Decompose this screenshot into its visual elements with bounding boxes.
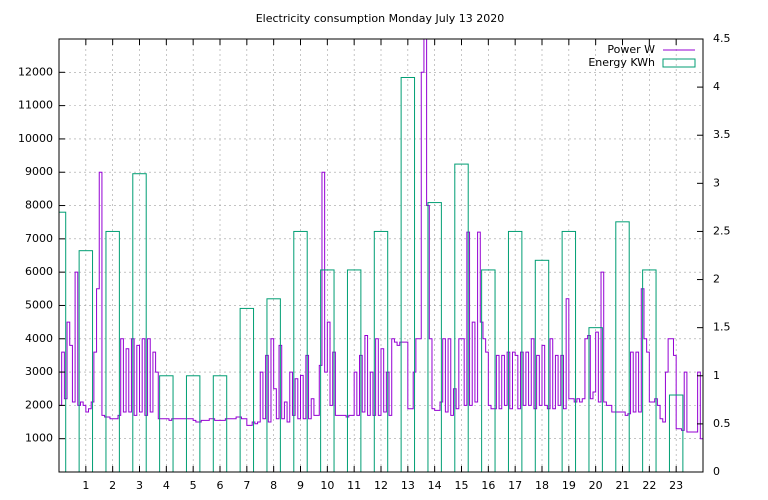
y2-tick-label: 0.5 <box>713 417 731 430</box>
energy-bar <box>507 230 523 472</box>
y-tick-label: 6000 <box>25 265 53 278</box>
y-tick-label: 12000 <box>18 65 53 78</box>
y2-tick-label: 3.5 <box>713 128 731 141</box>
energy-bar <box>105 230 120 472</box>
x-tick-label: 2 <box>109 479 116 492</box>
legend-swatch <box>662 58 696 68</box>
x-tick-label: 15 <box>455 479 469 492</box>
x-tick-label: 11 <box>347 479 361 492</box>
x-tick-label: 13 <box>401 479 415 492</box>
x-tick-label: 19 <box>562 479 576 492</box>
y-tick-label: 8000 <box>25 199 53 212</box>
x-tick-label: 10 <box>320 479 334 492</box>
legend-label: Power W <box>607 43 655 56</box>
y-tick-label: 11000 <box>18 99 53 112</box>
y-tick-label: 5000 <box>25 298 53 311</box>
energy-bar <box>561 230 577 472</box>
y2-tick-label: 0 <box>713 465 720 478</box>
x-tick-label: 8 <box>270 479 277 492</box>
energy-bar <box>373 230 389 472</box>
x-tick-label: 4 <box>163 479 170 492</box>
y2-tick-label: 2.5 <box>713 224 731 237</box>
x-tick-label: 6 <box>217 479 224 492</box>
y2-tick-label: 4.5 <box>713 32 731 45</box>
x-tick-label: 16 <box>481 479 495 492</box>
y-tick-label: 9000 <box>25 165 53 178</box>
x-tick-label: 3 <box>136 479 143 492</box>
y-tick-label: 4000 <box>25 332 53 345</box>
y-tick-label: 2000 <box>25 398 53 411</box>
energy-bar <box>78 250 94 472</box>
x-tick-label: 18 <box>535 479 549 492</box>
x-tick-label: 7 <box>243 479 250 492</box>
x-tick-label: 12 <box>374 479 388 492</box>
y2-tick-label: 3 <box>713 176 720 189</box>
y2-tick-label: 1.5 <box>713 321 731 334</box>
y-tick-label: 3000 <box>25 365 53 378</box>
y-tick-label: 10000 <box>18 132 53 145</box>
x-tick-label: 20 <box>589 479 603 492</box>
y2-tick-label: 1 <box>713 369 720 382</box>
energy-bar <box>293 230 308 472</box>
chart-title: Electricity consumption Monday July 13 2… <box>256 12 505 25</box>
y2-tick-label: 2 <box>713 273 720 286</box>
x-tick-label: 23 <box>669 479 683 492</box>
x-tick-label: 9 <box>297 479 304 492</box>
x-tick-label: 17 <box>508 479 522 492</box>
axes: 1 2 3 4 5 6 7 8 9 10 11 12 13 14 15 16 17 18 19 20 21 22 23100… <box>18 32 731 492</box>
plot-border <box>58 38 704 473</box>
y-tick-label: 1000 <box>25 432 53 445</box>
x-tick-label: 5 <box>190 479 197 492</box>
y-tick-label: 7000 <box>25 232 53 245</box>
x-tick-label: 1 <box>82 479 89 492</box>
y2-tick-label: 4 <box>713 80 720 93</box>
energy-bar <box>400 76 416 472</box>
x-tick-label: 21 <box>616 479 630 492</box>
grid <box>59 39 703 472</box>
x-tick-label: 22 <box>642 479 656 492</box>
energy-bar <box>615 221 630 472</box>
x-tick-label: 14 <box>428 479 442 492</box>
legend-label: Energy KWh <box>588 56 655 69</box>
